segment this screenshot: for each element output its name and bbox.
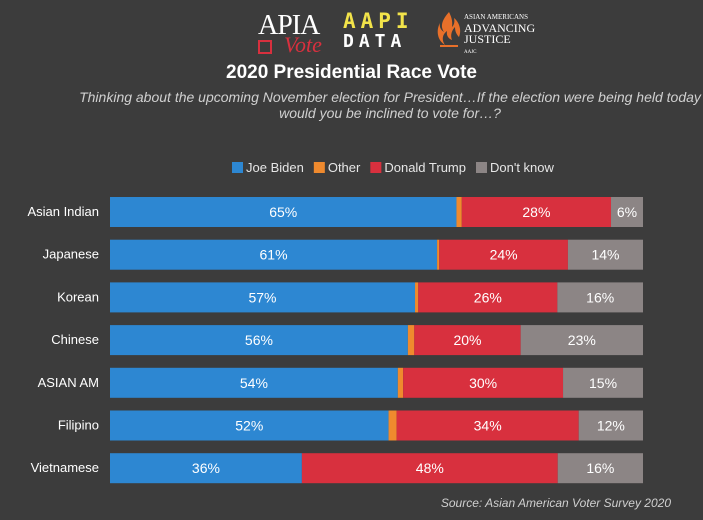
aaj-logo-line1: ASIAN AMERICANS [464,13,528,21]
legend-swatch-don-t-know [476,162,487,173]
bar-joe-biden-filipino [110,410,389,441]
bar-don-t-know-filipino [578,410,643,441]
bar-donald-trump-asian-indian [461,197,612,227]
bar-other-korean [415,282,419,313]
legend-label-joe-biden: Joe Biden [246,160,304,175]
apia-logo-text: APIA [258,10,320,41]
data-label-don-t-know-chinese: 23% [568,332,596,348]
legend-swatch-joe-biden [232,162,243,173]
data-label-donald-trump-asian-am: 30% [469,375,497,391]
category-label-chinese: Chinese [51,332,99,347]
data-label-donald-trump-vietnamese: 48% [416,460,444,476]
bar-other-chinese [407,325,415,356]
vote-logo-text: Vote [284,32,322,57]
data-logo-text: DATA [343,31,407,52]
data-label-don-t-know-korean: 16% [586,289,614,305]
data-label-joe-biden-asian-indian: 65% [269,204,297,220]
legend-label-don-t-know: Don't know [490,160,555,175]
data-label-joe-biden-japanese: 61% [260,247,288,263]
category-label-korean: Korean [57,289,99,304]
bar-don-t-know-asian-indian [611,197,643,227]
bar-donald-trump-vietnamese [301,453,558,484]
chart-source: Source: Asian American Voter Survey 2020 [440,496,671,510]
bar-don-t-know-chinese [520,325,643,356]
data-label-joe-biden-korean: 57% [248,289,276,305]
chart-subtitle: Thinking about the upcoming November ele… [79,89,701,121]
bar-don-t-know-korean [557,282,643,313]
category-label-vietnamese: Vietnamese [31,460,99,475]
bar-joe-biden-vietnamese [110,453,302,484]
data-label-donald-trump-korean: 26% [474,289,502,305]
chart-title: 2020 Presidential Race Vote [226,62,477,83]
bar-other-filipino [388,410,397,441]
data-label-joe-biden-filipino: 52% [235,418,263,434]
bar-don-t-know-japanese [567,239,643,270]
data-label-donald-trump-chinese: 20% [453,332,481,348]
legend-label-donald-trump: Donald Trump [384,160,466,175]
flame-icon [437,12,461,47]
bar-other-asian-am [397,367,404,398]
aapi-data-logo: AAPI DATA [343,10,414,52]
category-label-japanese: Japanese [43,247,99,262]
apia-vote-logo: APIA Vote [258,10,322,57]
category-label-asian-indian: Asian Indian [27,204,99,219]
bar-joe-biden-chinese [110,325,408,356]
checkbox-icon [258,40,272,54]
bar-donald-trump-korean [418,282,558,313]
bar-joe-biden-asian-am [110,367,398,398]
logos: APIA Vote AAPI DATA ASIAN AMERICANS ADVA… [0,8,703,58]
data-label-don-t-know-asian-indian: 6% [617,204,637,220]
category-label-filipino: Filipino [58,418,99,433]
category-label-asian-am: ASIAN AM [38,375,99,390]
data-label-joe-biden-vietnamese: 36% [192,460,220,476]
aaj-logo-line2: ADVANCING [464,21,536,35]
bar-joe-biden-korean [110,282,416,313]
bar-other-japanese [437,239,440,270]
data-label-don-t-know-vietnamese: 16% [586,460,614,476]
data-label-don-t-know-japanese: 14% [591,247,619,263]
aapi-logo-text: AAPI [343,9,414,33]
data-label-donald-trump-filipino: 34% [474,418,502,434]
aaj-logo-line3: JUSTICE [464,32,511,46]
data-label-don-t-know-filipino: 12% [597,418,625,434]
aaj-logo-line4: AAJC [464,50,477,55]
data-label-joe-biden-asian-am: 54% [240,375,268,391]
data-label-joe-biden-chinese: 56% [245,332,273,348]
data-label-donald-trump-asian-indian: 28% [522,204,550,220]
legend-swatch-donald-trump [370,162,382,173]
data-label-don-t-know-asian-am: 15% [589,375,617,391]
bar-don-t-know-vietnamese [557,453,643,484]
data-label-donald-trump-japanese: 24% [490,247,518,263]
bar-don-t-know-asian-am [563,367,643,398]
bar-other-asian-indian [456,197,462,227]
bar-donald-trump-asian-am [403,367,564,398]
bar-joe-biden-japanese [110,239,438,270]
legend-label-other: Other [328,160,361,175]
bar-donald-trump-japanese [439,239,568,270]
legend-swatch-other [313,162,325,173]
bar-donald-trump-chinese [414,325,521,356]
bar-joe-biden-asian-indian [110,197,457,227]
bar-donald-trump-filipino [396,410,579,441]
